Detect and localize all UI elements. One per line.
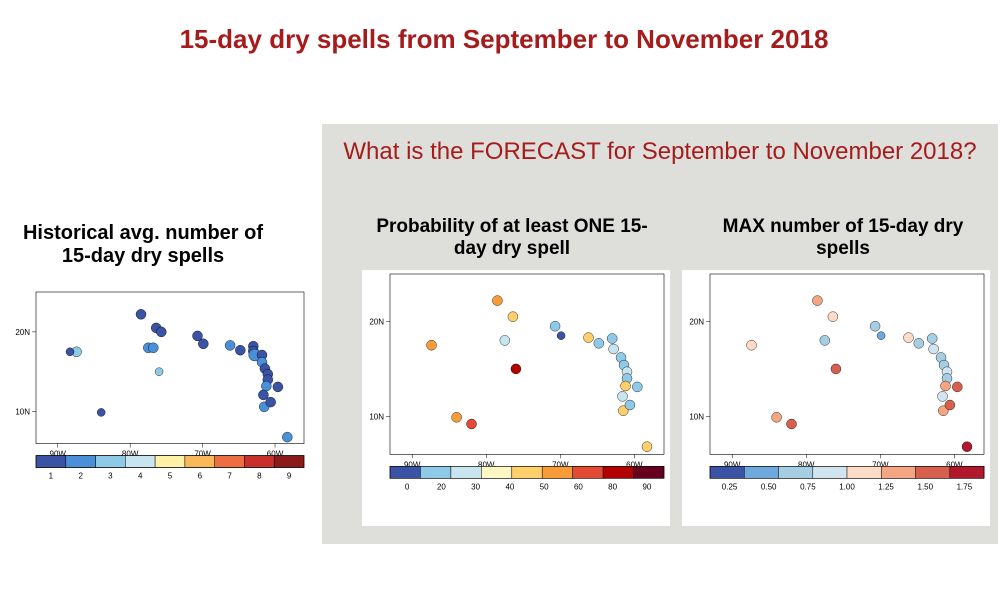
forecast-question: What is the FORECAST for September to No… [322,138,998,166]
svg-text:1.00: 1.00 [839,482,855,491]
slide: { "title": { "text": "15-day dry spells … [0,0,1008,612]
svg-text:20N: 20N [15,328,30,337]
panel-label-max: MAX number of 15-day dry spells [706,216,980,260]
svg-text:6: 6 [198,472,203,481]
svg-text:20: 20 [437,482,446,491]
svg-text:0: 0 [405,482,410,491]
svg-text:7: 7 [227,472,232,481]
svg-text:10N: 10N [15,408,30,417]
svg-text:0.75: 0.75 [800,482,816,491]
svg-text:10N: 10N [689,412,704,421]
chart-max: 10N20N90W80W70W60W0.250.500.751.001.251.… [682,270,990,526]
svg-text:90: 90 [642,482,651,491]
chart-probability: 10N20N90W80W70W60W020304050608090 [362,270,670,526]
svg-text:40: 40 [505,482,514,491]
svg-text:80: 80 [608,482,617,491]
svg-text:30: 30 [471,482,480,491]
panel-label-probability: Probability of at least ONE 15-day dry s… [362,216,662,260]
svg-text:5: 5 [168,472,173,481]
svg-text:20N: 20N [369,317,384,326]
svg-text:4: 4 [138,472,143,481]
svg-text:9: 9 [287,472,292,481]
panel-label-historical: Historical avg. number of 15-day dry spe… [8,222,278,268]
svg-text:1: 1 [49,472,54,481]
svg-text:2: 2 [78,472,83,481]
svg-text:1.75: 1.75 [957,482,973,491]
svg-text:50: 50 [540,482,549,491]
svg-text:1.25: 1.25 [878,482,894,491]
svg-text:0.50: 0.50 [761,482,777,491]
svg-text:8: 8 [257,472,262,481]
main-title: 15-day dry spells from September to Nove… [0,24,1008,55]
chart-historical: 10N20N90W80W70W60W123456789 [8,288,310,504]
svg-text:0.25: 0.25 [722,482,738,491]
svg-text:60: 60 [574,482,583,491]
svg-text:3: 3 [108,472,113,481]
svg-text:20N: 20N [689,317,704,326]
svg-text:1.50: 1.50 [918,482,934,491]
svg-text:10N: 10N [369,412,384,421]
